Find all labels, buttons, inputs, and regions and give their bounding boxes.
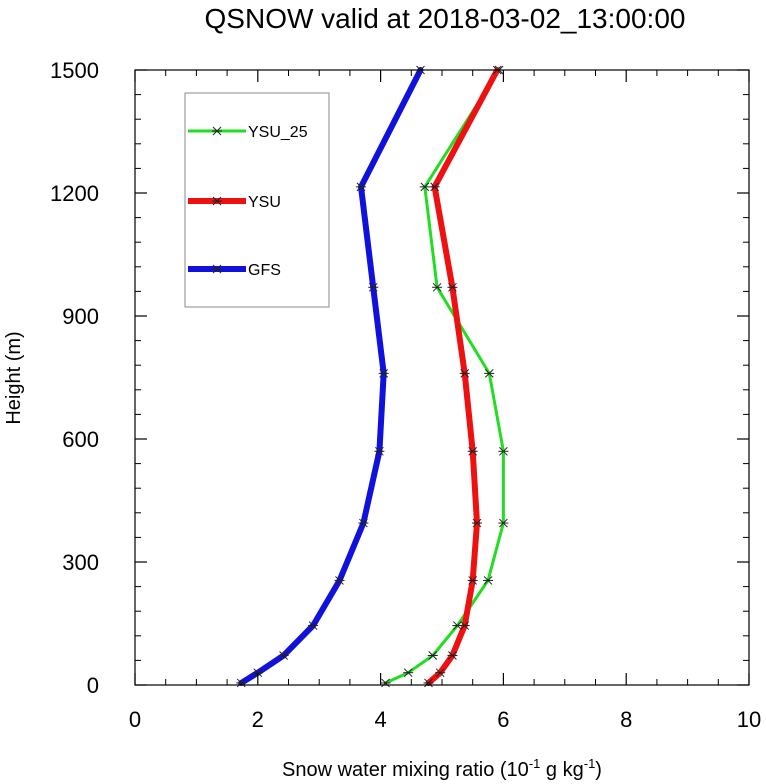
data-point xyxy=(471,518,482,528)
y-tick-label: 1500 xyxy=(50,58,99,83)
x-tick-label: 10 xyxy=(737,707,761,732)
data-point xyxy=(355,182,366,192)
data-point xyxy=(459,369,470,378)
legend-label: GFS xyxy=(248,262,281,279)
data-point xyxy=(403,668,414,678)
legend-item: GFS xyxy=(188,262,281,279)
data-point xyxy=(212,196,222,206)
data-point xyxy=(252,668,263,678)
data-point xyxy=(427,651,438,660)
data-point xyxy=(236,678,247,688)
data-point xyxy=(467,446,478,456)
data-point xyxy=(429,182,440,192)
data-point xyxy=(447,651,458,660)
legend-label: YSU_25 xyxy=(248,124,308,141)
series-ysu xyxy=(423,65,503,688)
legend-label: YSU xyxy=(248,194,281,211)
axis-layer: 0 2 4 6 8 10 0 300 600 900 1200 1500 xyxy=(50,58,761,732)
data-point xyxy=(498,446,509,456)
data-point xyxy=(374,446,385,456)
y-tick-label: 300 xyxy=(62,550,99,575)
x-tick-label: 6 xyxy=(497,707,509,732)
series-line xyxy=(425,67,501,686)
legend: YSU_25 YSU GFS xyxy=(184,92,330,308)
series-gfs xyxy=(236,65,426,688)
data-point xyxy=(368,282,379,292)
legend-item: YSU xyxy=(188,194,281,211)
data-point xyxy=(358,518,369,528)
series-layer xyxy=(236,65,509,688)
data-point xyxy=(212,264,222,274)
data-point xyxy=(308,621,319,630)
data-point xyxy=(423,678,434,688)
series-ysu-25 xyxy=(380,65,509,688)
data-point xyxy=(419,182,430,192)
y-tick-label: 600 xyxy=(62,427,99,452)
data-point xyxy=(498,518,509,528)
chart-title: QSNOW valid at 2018-03-02_13:00:00 xyxy=(205,3,686,34)
y-axis-title: Height (m) xyxy=(3,331,25,424)
legend-items: YSU_25 YSU GFS xyxy=(188,124,308,279)
data-point xyxy=(483,576,494,585)
x-axis-title: Snow water mixing ratio (10-1 g kg-1) xyxy=(282,756,602,781)
x-tick-label: 2 xyxy=(252,707,264,732)
y-tick-label: 0 xyxy=(87,673,99,698)
data-point xyxy=(459,621,470,630)
y-tick-label: 900 xyxy=(62,304,99,329)
x-tick-label: 0 xyxy=(129,707,141,732)
data-point xyxy=(380,678,391,688)
data-point xyxy=(278,651,289,660)
data-point xyxy=(432,282,443,292)
data-point xyxy=(435,668,446,678)
data-point xyxy=(212,126,222,136)
data-point xyxy=(467,576,478,585)
x-tick-label: 4 xyxy=(374,707,386,732)
legend-item: YSU_25 xyxy=(188,124,308,141)
data-point xyxy=(378,369,389,378)
data-point xyxy=(484,369,495,378)
y-tick-label: 1200 xyxy=(50,181,99,206)
data-point xyxy=(334,576,345,585)
x-tick-label: 8 xyxy=(620,707,632,732)
data-point xyxy=(447,282,458,292)
